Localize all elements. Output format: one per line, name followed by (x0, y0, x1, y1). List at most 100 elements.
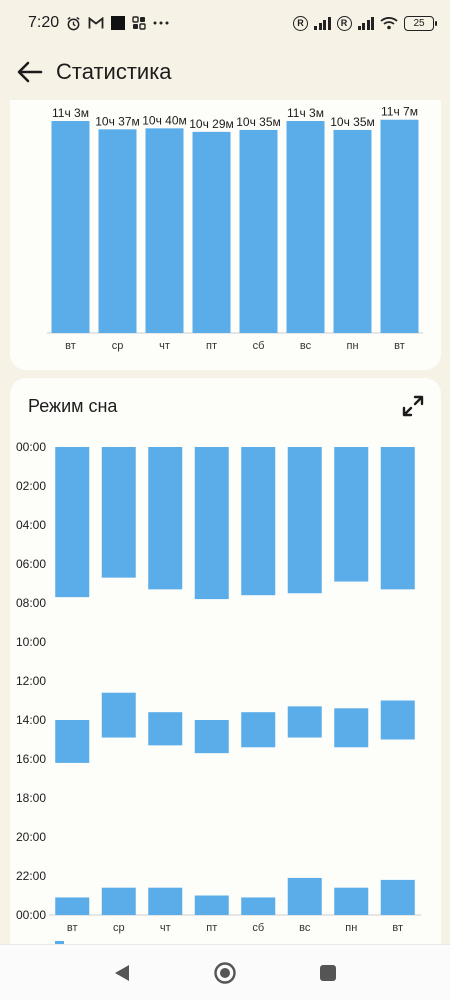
duration-bar (239, 129, 278, 333)
x-tick-label: вт (65, 340, 76, 352)
sleep-interval-bar (55, 720, 90, 763)
app-bar: Статистика (0, 46, 450, 98)
duration-bar (51, 121, 90, 333)
sleep-interval-bar (101, 887, 136, 915)
duration-bar (192, 131, 231, 333)
signal-icon (357, 16, 374, 30)
y-tick-label: 22:00 (16, 869, 46, 883)
app-bar-background (0, 46, 450, 100)
x-tick-label: пт (206, 922, 217, 934)
duration-bar (333, 129, 372, 333)
y-tick-label: 06:00 (16, 557, 46, 571)
sleep-mode-card: Режим сна 00:00 02:00 04:00 06:00 08:00 10:00… (10, 378, 441, 958)
system-nav-bar (0, 944, 450, 1000)
x-tick-label: пн (345, 922, 357, 934)
sleep-interval-bar (334, 887, 369, 915)
y-tick-label: 18:00 (16, 791, 46, 805)
duration-data-label: 10ч 35м (236, 115, 281, 129)
y-tick-label: 04:00 (16, 518, 46, 532)
y-tick-label: 00:00 (16, 908, 46, 922)
y-tick-label: 10:00 (16, 635, 46, 649)
sleep-duration-chart: 11ч 3м вт 10ч 37м ср 10ч 40м чт 10ч 29м пт 10ч 3… (47, 105, 423, 352)
sleep-interval-bar (148, 447, 183, 590)
expand-icon (402, 395, 424, 417)
y-tick-label: 20:00 (16, 830, 46, 844)
arrow-back-icon (17, 61, 43, 83)
mail-icon (88, 16, 104, 30)
battery-icon: 25 (404, 15, 437, 31)
x-tick-label: пн (346, 340, 358, 352)
sleep-interval-bar (380, 700, 415, 740)
sleep-interval-bar (101, 447, 136, 578)
y-tick-label: 14:00 (16, 713, 46, 727)
app-grid-icon (132, 16, 146, 30)
duration-bar (286, 121, 325, 333)
x-tick-label: сб (252, 922, 264, 934)
x-tick-label: вт (394, 340, 405, 352)
x-tick-label: пт (206, 340, 217, 352)
signal-icon (314, 16, 331, 30)
sleep-interval-bar (101, 692, 136, 738)
sleep-interval-bar (194, 895, 229, 915)
duration-data-label: 11ч 3м (287, 106, 324, 120)
page-title: Статистика (56, 59, 172, 84)
x-tick-label: ср (112, 340, 124, 352)
y-tick-label: 00:00 (16, 440, 46, 454)
duration-bar (380, 119, 419, 333)
x-tick-label: чт (160, 922, 171, 934)
nav-recents-button[interactable] (313, 958, 343, 988)
sleep-interval-bar (287, 447, 322, 594)
x-tick-label: вс (299, 922, 311, 934)
duration-data-label: 11ч 3м (52, 106, 89, 120)
sleep-interval-bar (148, 887, 183, 915)
home-circle-icon (214, 961, 236, 984)
duration-bar (98, 129, 137, 333)
x-tick-label: вс (300, 340, 312, 352)
expand-button[interactable] (401, 394, 425, 418)
sleep-mode-chart: 00:00 02:00 04:00 06:00 08:00 10:00 12:00 14:00… (16, 440, 421, 950)
sleep-interval-bar (148, 712, 183, 746)
recents-square-icon (320, 964, 337, 981)
sleep-interval-bar (380, 879, 415, 915)
sleep-interval-bar (194, 447, 229, 600)
sleep-interval-bar (241, 712, 276, 748)
sleep-interval-bar (287, 877, 322, 915)
duration-data-label: 10ч 40м (142, 113, 187, 127)
alarm-icon (66, 16, 81, 31)
status-bar: 7:20 R R 25 (0, 0, 450, 46)
x-tick-label: сб (253, 340, 265, 352)
y-tick-label: 02:00 (16, 479, 46, 493)
nav-home-button[interactable] (210, 958, 240, 988)
status-time: 7:20 (28, 14, 60, 31)
sleep-duration-card: 11ч 3м вт 10ч 37м ср 10ч 40м чт 10ч 29м пт 10ч 3… (10, 60, 441, 370)
sleep-interval-bar (241, 897, 276, 915)
duration-data-label: 10ч 29м (189, 117, 234, 131)
back-button[interactable] (14, 56, 46, 88)
x-tick-label: вт (392, 922, 403, 934)
x-tick-label: ср (113, 922, 125, 934)
sleep-interval-bar (241, 447, 276, 596)
sleep-interval-bar (55, 897, 90, 915)
sleep-mode-title: Режим сна (28, 396, 118, 416)
duration-bar (145, 128, 184, 333)
sleep-interval-bar (287, 706, 322, 738)
sleep-interval-bar (334, 708, 369, 748)
x-tick-label: чт (159, 340, 170, 352)
y-tick-label: 08:00 (16, 596, 46, 610)
sleep-interval-bar (380, 447, 415, 590)
sleep-interval-bar (194, 720, 229, 754)
duration-data-label: 10ч 35м (330, 115, 375, 129)
y-tick-label: 12:00 (16, 674, 46, 688)
wifi-icon (380, 16, 398, 30)
x-tick-label: вт (67, 922, 78, 934)
duration-data-label: 11ч 7м (381, 105, 418, 119)
duration-data-label: 10ч 37м (95, 114, 140, 128)
registered-icon: R (336, 15, 352, 31)
sleep-interval-bar (334, 447, 369, 582)
app-notification-icon (111, 16, 126, 30)
sleep-interval-bar (55, 447, 90, 598)
y-tick-label: 16:00 (16, 752, 46, 766)
triangle-back-icon (114, 964, 129, 981)
more-notifications-icon (153, 21, 169, 25)
nav-back-button[interactable] (107, 958, 137, 988)
